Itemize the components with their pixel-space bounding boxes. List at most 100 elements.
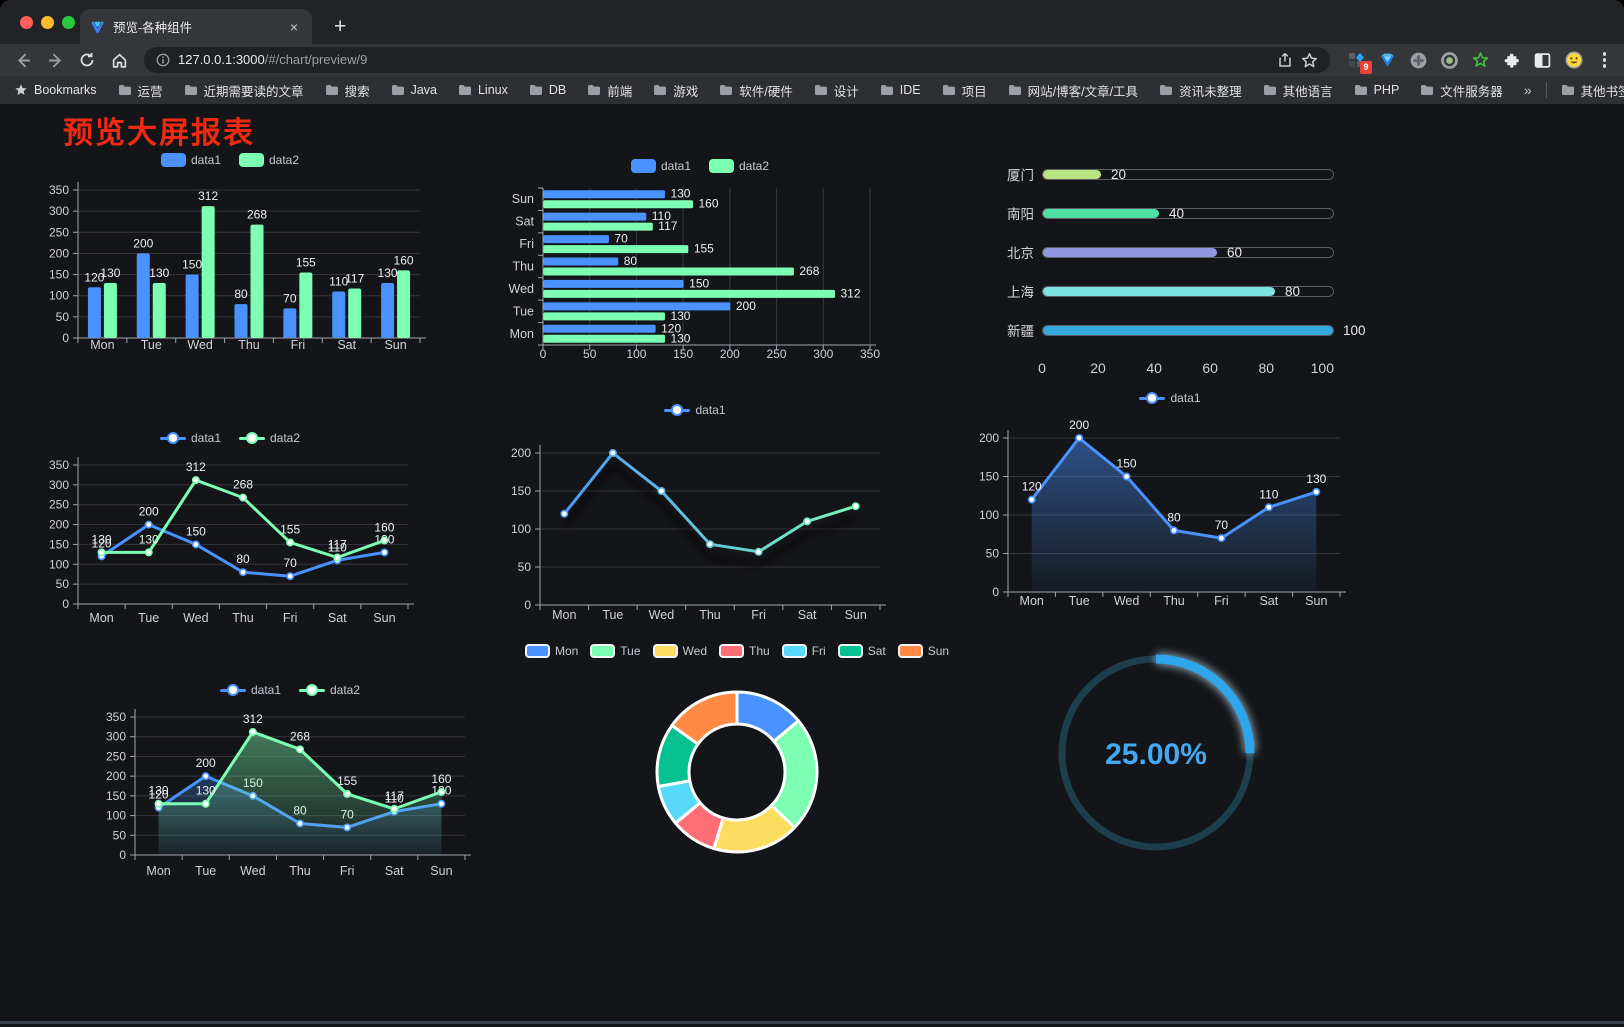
axis-tick-label: 0 (1038, 360, 1046, 376)
bookmark-folder[interactable]: 网站/博客/文章/工具 (1008, 81, 1138, 100)
window-minimize-button[interactable] (41, 16, 54, 29)
svg-text:268: 268 (247, 208, 267, 222)
back-icon[interactable] (10, 47, 36, 73)
legend-item[interactable]: Tue (590, 644, 641, 658)
legend-item[interactable]: Fri (781, 644, 826, 658)
svg-text:0: 0 (119, 848, 126, 862)
progress-track: 80 (1042, 283, 1334, 299)
legend-marker (709, 159, 734, 173)
progress-value: 80 (1285, 283, 1301, 299)
legend-label: data1 (250, 683, 281, 697)
bookmark-folder[interactable]: IDE (880, 81, 921, 100)
bookmark-label: 文件服务器 (1440, 84, 1503, 99)
extension-green-star-icon[interactable] (1472, 51, 1490, 69)
bookmark-folder[interactable]: 前端 (587, 81, 632, 100)
legend-item[interactable]: data2 (709, 159, 769, 173)
legend-label: Sun (927, 644, 950, 658)
legend-item[interactable]: data1 (664, 403, 726, 417)
svg-text:Sat: Sat (1259, 594, 1278, 608)
address-bar[interactable]: 127.0.0.1:3000/#/chart/preview/9 (144, 47, 1330, 73)
legend-marker (524, 644, 550, 658)
reload-icon[interactable] (74, 47, 100, 73)
svg-text:160: 160 (394, 253, 414, 267)
progress-row: 上海 80 (996, 283, 1334, 300)
legend-item[interactable]: data1 (160, 153, 221, 167)
share-icon[interactable] (1277, 52, 1293, 68)
tab-close-icon[interactable]: × (289, 18, 298, 35)
legend-marker (590, 644, 616, 658)
extension-blue-gem-icon[interactable] (1379, 51, 1397, 69)
bookmark-star-icon[interactable] (1301, 52, 1318, 69)
extension-ring-dot-icon[interactable] (1441, 51, 1459, 69)
folder-icon (118, 85, 131, 95)
browser-tab[interactable]: 预览-各种组件 × (80, 9, 312, 44)
home-icon[interactable] (106, 47, 132, 73)
svg-text:300: 300 (106, 730, 126, 744)
legend-item[interactable]: Wed (652, 644, 707, 658)
legend-label: data2 (330, 683, 361, 697)
other-bookmarks[interactable]: 其他书签 (1561, 81, 1624, 100)
site-info-icon[interactable] (156, 53, 170, 67)
window-close-button[interactable] (20, 16, 33, 29)
svg-text:0: 0 (62, 597, 69, 611)
svg-text:150: 150 (511, 484, 531, 498)
svg-text:Mon: Mon (90, 338, 114, 352)
bookmark-folder[interactable]: PHP (1354, 81, 1399, 100)
svg-text:120: 120 (661, 321, 681, 335)
extension-gray-clover-icon[interactable] (1410, 51, 1428, 69)
bookmark-folder[interactable]: 运营 (118, 81, 163, 100)
bookmark-label: 网站/博客/文章/工具 (1027, 84, 1139, 99)
legend-item[interactable]: data1 (159, 431, 221, 445)
bookmark-folder[interactable]: DB (529, 81, 566, 100)
forward-icon[interactable] (42, 47, 68, 73)
legend-label: data1 (190, 431, 221, 445)
bookmark-folder[interactable]: Java (391, 81, 437, 100)
bookmark-folder[interactable]: 资讯未整理 (1159, 81, 1242, 100)
bookmark-folder[interactable]: 游戏 (653, 81, 698, 100)
legend-item[interactable]: Sun (897, 644, 950, 658)
bookmark-folder[interactable]: 文件服务器 (1420, 81, 1503, 100)
browser-menu-icon[interactable] (1595, 52, 1615, 68)
new-tab-button[interactable]: + (334, 15, 347, 38)
bookmark-folder[interactable]: Linux (458, 81, 508, 100)
extension-puzzle-icon[interactable] (1503, 51, 1521, 69)
bookmark-folder[interactable]: 软件/硬件 (719, 81, 793, 100)
axis-tick-label: 20 (1090, 360, 1106, 376)
extension-grid-diamond-icon[interactable]: 9 (1348, 51, 1372, 74)
svg-text:155: 155 (280, 522, 300, 536)
legend-item[interactable]: data1 (219, 683, 281, 697)
bookmark-folder[interactable]: 设计 (814, 81, 859, 100)
svg-text:117: 117 (658, 219, 677, 233)
svg-text:150: 150 (182, 258, 202, 272)
legend-label: data2 (270, 431, 301, 445)
legend-item[interactable]: Sat (837, 644, 886, 658)
svg-text:Sat: Sat (337, 338, 356, 352)
bookmarks-overflow-chevron[interactable]: » (1523, 82, 1532, 98)
bookmark-folder[interactable]: 其他语言 (1263, 81, 1333, 100)
svg-text:100: 100 (49, 289, 69, 303)
svg-text:Tue: Tue (138, 611, 159, 625)
svg-text:Thu: Thu (699, 608, 721, 622)
folder-icon (1561, 85, 1574, 95)
extension-split-screen-icon[interactable] (1534, 51, 1552, 69)
extension-badge: 9 (1360, 61, 1372, 74)
legend-item[interactable]: data2 (239, 153, 299, 167)
legend-item[interactable]: Thu (719, 644, 770, 658)
svg-text:50: 50 (583, 347, 597, 361)
window-zoom-button[interactable] (62, 16, 75, 29)
svg-text:Wed: Wed (187, 338, 213, 352)
bookmarks-root[interactable]: Bookmarks (14, 83, 97, 97)
legend-item[interactable]: data2 (299, 683, 360, 697)
legend-item[interactable]: Mon (524, 644, 578, 658)
bookmark-folder[interactable]: 近期需要读的文章 (184, 81, 304, 100)
legend-label: Fri (811, 644, 826, 658)
legend-item[interactable]: data1 (630, 159, 691, 173)
extension-emoji-icon[interactable] (1565, 51, 1583, 69)
svg-text:130: 130 (378, 266, 398, 280)
bookmark-folder[interactable]: 项目 (942, 81, 987, 100)
bookmark-folder[interactable]: 搜索 (325, 81, 370, 100)
legend-item[interactable]: data1 (1139, 391, 1201, 405)
legend-item[interactable]: data2 (239, 431, 300, 445)
bookmark-label: Java (410, 83, 437, 97)
svg-text:80: 80 (234, 287, 248, 301)
